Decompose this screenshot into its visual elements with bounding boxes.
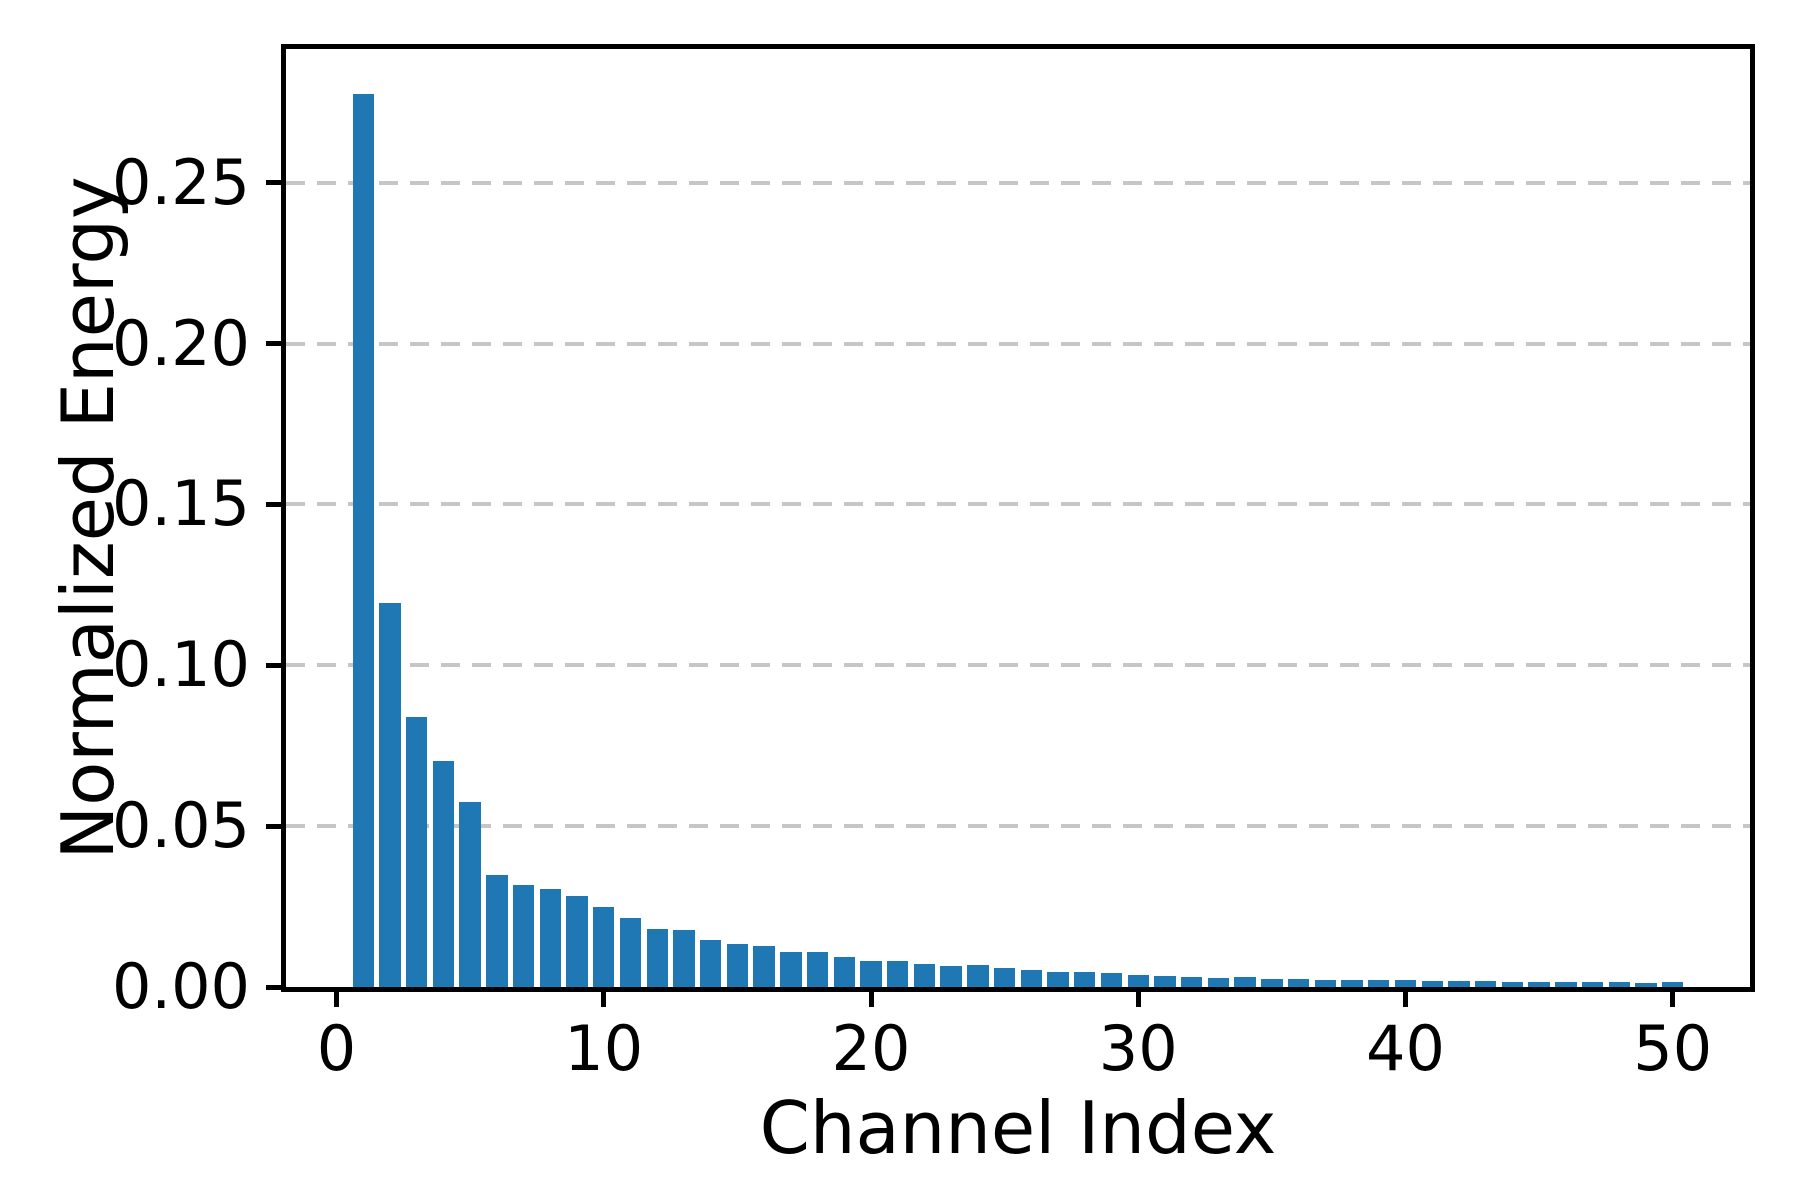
bar bbox=[1074, 971, 1096, 987]
x-tick-label: 10 bbox=[564, 1012, 644, 1085]
bar bbox=[1448, 980, 1470, 987]
bar bbox=[405, 717, 428, 987]
plot-area: 0 10 20 30 40 50 0.00 0.05 0.10 0.15 0.20 0.25 bbox=[112, 44, 1755, 1083]
bar bbox=[699, 940, 722, 987]
x-tick-label: 50 bbox=[1633, 1012, 1713, 1085]
bar bbox=[1100, 972, 1123, 987]
bar bbox=[512, 885, 535, 987]
y-tick-mark bbox=[266, 662, 286, 668]
bar bbox=[1528, 981, 1550, 987]
x-axis-label: Channel Index bbox=[759, 1086, 1277, 1170]
y-tick-label: 0.20 bbox=[111, 306, 250, 380]
bar bbox=[753, 946, 775, 987]
y-tick-mark bbox=[266, 823, 286, 829]
bar bbox=[1020, 969, 1043, 987]
y-tick-label: 0.15 bbox=[111, 467, 250, 541]
bar bbox=[539, 888, 561, 987]
bar bbox=[967, 965, 989, 987]
bar bbox=[1127, 975, 1149, 987]
x-tick-mark bbox=[1670, 987, 1676, 1007]
bar bbox=[993, 968, 1016, 987]
y-tick-mark bbox=[266, 341, 286, 347]
bar bbox=[1261, 978, 1283, 987]
y-tick-label: 0.05 bbox=[111, 789, 250, 863]
bar bbox=[1207, 977, 1230, 987]
bar bbox=[593, 906, 615, 987]
x-tick-mark bbox=[334, 987, 339, 1007]
bar bbox=[726, 943, 749, 987]
bar bbox=[673, 930, 695, 987]
bar bbox=[1154, 976, 1176, 987]
bar bbox=[1501, 981, 1524, 987]
bar bbox=[1234, 977, 1256, 987]
bar bbox=[1581, 982, 1604, 987]
bar bbox=[459, 801, 481, 987]
bar bbox=[1368, 980, 1390, 987]
y-tick-mark bbox=[266, 180, 286, 186]
bar bbox=[1635, 982, 1657, 987]
bar bbox=[806, 952, 829, 987]
bar bbox=[940, 966, 962, 987]
bar bbox=[1662, 982, 1684, 987]
bar bbox=[1047, 972, 1069, 987]
bar bbox=[780, 951, 802, 987]
bar bbox=[1181, 977, 1203, 987]
y-tick-mark bbox=[266, 984, 286, 990]
y-tick-label: 0.10 bbox=[111, 628, 250, 702]
bar bbox=[619, 917, 642, 987]
bar bbox=[833, 957, 855, 987]
bar bbox=[432, 760, 455, 987]
bar bbox=[1394, 980, 1417, 987]
bar bbox=[486, 875, 508, 987]
y-gridline bbox=[286, 663, 1750, 668]
bar bbox=[1314, 979, 1337, 987]
x-tick-mark bbox=[868, 987, 874, 1007]
bar bbox=[860, 961, 882, 987]
x-tick-mark bbox=[601, 987, 607, 1007]
x-tick-mark bbox=[1403, 987, 1408, 1007]
x-tick-label: 20 bbox=[831, 1012, 911, 1085]
x-tick-mark bbox=[1135, 987, 1141, 1007]
bar bbox=[913, 964, 936, 987]
bar bbox=[887, 960, 909, 987]
bar bbox=[1474, 980, 1497, 987]
y-gridline bbox=[286, 824, 1750, 829]
bar bbox=[566, 896, 588, 987]
y-tick-label: 0.00 bbox=[111, 950, 250, 1023]
y-gridline bbox=[286, 180, 1750, 185]
bar bbox=[352, 93, 374, 987]
y-gridline bbox=[286, 502, 1750, 507]
bar bbox=[1287, 978, 1310, 987]
bar bbox=[1608, 982, 1630, 987]
bar bbox=[1555, 981, 1577, 987]
bar bbox=[1341, 979, 1363, 987]
y-tick-label: 0.25 bbox=[111, 145, 250, 219]
x-tick-label: 30 bbox=[1098, 1012, 1178, 1085]
bar bbox=[379, 602, 401, 987]
x-tick-label: 0 bbox=[316, 1012, 357, 1085]
y-gridline bbox=[286, 341, 1750, 346]
y-tick-mark bbox=[266, 501, 286, 507]
bar bbox=[646, 928, 668, 987]
bar bbox=[1421, 980, 1443, 987]
x-tick-label: 40 bbox=[1366, 1012, 1445, 1085]
